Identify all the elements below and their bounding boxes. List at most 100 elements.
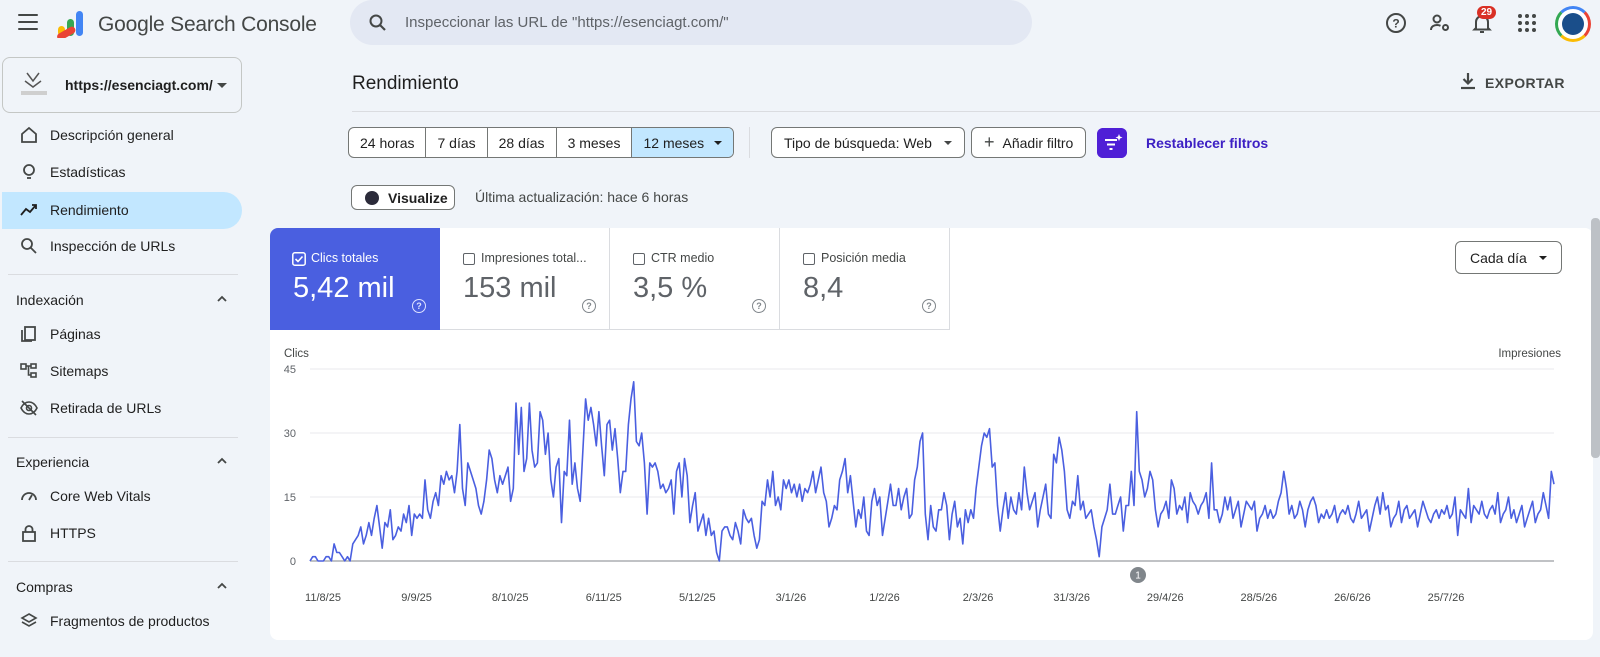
last-update-text: Última actualización: hace 6 horas (475, 189, 689, 205)
notification-badge: 29 (1477, 6, 1497, 19)
property-selector[interactable]: https://esenciagt.com/ (2, 57, 242, 113)
search-type-label: Tipo de búsqueda: Web (784, 134, 932, 151)
sidebar-item-performance[interactable]: Rendimiento (2, 192, 242, 229)
checkbox-checked-icon (292, 252, 306, 266)
eye-off-icon (20, 400, 38, 416)
x-tick-label: 28/5/26 (1240, 592, 1277, 604)
search-icon (369, 14, 386, 31)
y-tick-label: 15 (284, 492, 296, 504)
sidebar-item-label: Sitemaps (50, 363, 109, 379)
download-icon (1461, 73, 1475, 90)
x-tick-label: 3/1/26 (776, 592, 807, 604)
y-axis-title-left: Clics (284, 348, 309, 360)
sidebar-item-label: Estadísticas (50, 164, 126, 180)
range-28d[interactable]: 28 días (488, 128, 557, 157)
metric-total-impressions[interactable]: Impresiones total... 153 mil ? (440, 228, 610, 330)
section-indexing[interactable]: Indexación (16, 285, 236, 315)
visualize-button[interactable]: Visualize (351, 185, 455, 210)
search-console-logo-icon (57, 11, 83, 38)
sidebar-item-overview[interactable]: Descripción general (2, 117, 242, 154)
metric-average-position[interactable]: Posición media 8,4 ? (780, 228, 950, 330)
range-3m[interactable]: 3 meses (557, 128, 633, 157)
visualize-logo-icon (365, 191, 379, 205)
help-icon[interactable]: ? (412, 299, 426, 313)
metric-value: 5,42 mil (293, 272, 395, 304)
plus-icon: + (984, 132, 995, 152)
y-tick-label: 0 (290, 556, 296, 568)
search-type-filter[interactable]: Tipo de búsqueda: Web (771, 127, 965, 158)
visualize-label: Visualize (388, 190, 448, 206)
sidebar-item-pages[interactable]: Páginas (2, 316, 242, 353)
sidebar-item-https[interactable]: HTTPS (2, 515, 242, 552)
user-settings-icon[interactable] (1428, 11, 1452, 35)
range-12m[interactable]: 12 meses (632, 128, 734, 157)
range-12m-label: 12 meses (643, 134, 705, 151)
page-title: Rendimiento (352, 73, 459, 94)
checkbox-icon (463, 253, 475, 265)
sidebar-item-label: Rendimiento (50, 202, 129, 218)
chevron-down-icon (217, 83, 227, 88)
gauge-icon (21, 492, 37, 501)
help-icon[interactable]: ? (1384, 11, 1408, 35)
clicks-line-chart: 0 15 30 45 11/8/25 9/9/25 8/10/25 6/11/25 5/12/2… (284, 364, 1555, 604)
sidebar-item-sitemaps[interactable]: Sitemaps (2, 353, 242, 390)
sidebar-item-label: Retirada de URLs (50, 400, 162, 416)
lightbulb-icon (23, 164, 35, 179)
sidebar-item-label: Fragmentos de productos (50, 613, 210, 629)
account-avatar[interactable] (1555, 6, 1591, 42)
x-tick-label: 29/4/26 (1147, 592, 1184, 604)
x-tick-label: 26/6/26 (1334, 592, 1371, 604)
menu-icon[interactable] (18, 14, 38, 30)
x-tick-label: 31/3/26 (1053, 592, 1090, 604)
sidebar-item-product-snippets[interactable]: Fragmentos de productos (2, 603, 242, 640)
sidebar-item-removals[interactable]: Retirada de URLs (2, 390, 242, 427)
chevron-down-icon (714, 140, 723, 145)
granularity-label: Cada día (1470, 250, 1527, 266)
x-tick-label: 11/8/25 (305, 592, 341, 604)
x-tick-label: 6/11/25 (586, 592, 622, 604)
x-tick-label: 9/9/25 (401, 592, 432, 604)
metric-label: Clics totales (311, 251, 379, 265)
section-shopping[interactable]: Compras (16, 572, 236, 602)
x-tick-label: 5/12/25 (679, 592, 716, 604)
sidebar-item-url-inspection[interactable]: Inspección de URLs (2, 228, 242, 265)
sidebar-item-core-web-vitals[interactable]: Core Web Vitals (2, 478, 242, 515)
metric-label: Impresiones total... (481, 251, 587, 265)
section-experience[interactable]: Experiencia (16, 447, 236, 477)
page-scrollbar[interactable] (1591, 218, 1600, 458)
reset-filters-link[interactable]: Restablecer filtros (1146, 135, 1269, 151)
granularity-dropdown[interactable]: Cada día (1455, 241, 1562, 274)
sidebar-item-label: Inspección de URLs (50, 238, 176, 254)
section-title: Experiencia (16, 454, 90, 470)
sidebar-item-insights[interactable]: Estadísticas (2, 154, 242, 191)
apps-grid-icon[interactable] (1515, 11, 1539, 35)
header-divider (352, 111, 1600, 112)
chevron-up-icon (217, 295, 227, 302)
metric-value: 153 mil (463, 272, 557, 304)
help-icon[interactable]: ? (752, 299, 766, 313)
search-placeholder: Inspeccionar las URL de "https://esencia… (405, 14, 729, 31)
chevron-down-icon (943, 140, 952, 145)
property-logo-icon (21, 72, 47, 95)
metric-value: 3,5 % (633, 272, 708, 304)
metric-total-clicks[interactable]: Clics totales 5,42 mil ? (270, 228, 440, 330)
clicks-series-line (309, 380, 1555, 562)
range-7d[interactable]: 7 días (426, 128, 488, 157)
help-icon[interactable]: ? (582, 299, 596, 313)
sidebar-divider (8, 437, 238, 438)
range-24h[interactable]: 24 horas (349, 128, 427, 157)
pages-icon (21, 326, 36, 342)
chevron-down-icon (1539, 256, 1547, 260)
top-app-bar: Google Search Console Inspeccionar las U… (0, 0, 1600, 50)
url-inspection-search[interactable]: Inspeccionar las URL de "https://esencia… (350, 0, 1032, 45)
home-icon (21, 126, 37, 143)
help-icon[interactable]: ? (922, 299, 936, 313)
sidebar-item-label: Descripción general (50, 127, 174, 143)
annotation-label: 1 (1135, 571, 1141, 582)
checkbox-icon (803, 253, 815, 265)
metric-average-ctr[interactable]: CTR medio 3,5 % ? (610, 228, 780, 330)
sidebar-item-label: Páginas (50, 326, 101, 342)
filter-sparkle-icon[interactable] (1097, 128, 1127, 158)
add-filter-button[interactable]: + Añadir filtro (971, 127, 1087, 158)
property-url: https://esenciagt.com/ (65, 77, 213, 93)
